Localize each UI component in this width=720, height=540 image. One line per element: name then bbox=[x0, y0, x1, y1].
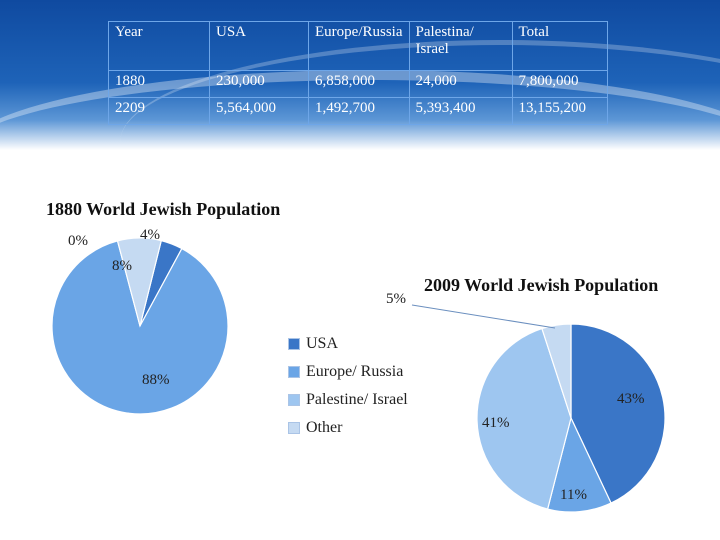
label-1880-usa: 4% bbox=[140, 227, 160, 243]
header-usa: USA bbox=[209, 21, 309, 71]
table-cell: 1,492,700 bbox=[308, 97, 410, 125]
chart-2009-title: 2009 World Jewish Population bbox=[424, 275, 659, 295]
pie-2009-slice-europe-russia bbox=[546, 416, 612, 513]
legend-swatch bbox=[288, 422, 300, 434]
legend-item: Other bbox=[288, 414, 408, 442]
pie-2009-slice-usa bbox=[570, 323, 666, 504]
table-cell: 13,155,200 bbox=[511, 97, 608, 125]
label-2009-europe: 11% bbox=[560, 487, 587, 503]
pie-2009-slice-palestine-israel bbox=[476, 327, 572, 510]
label-2009-other: 5% bbox=[386, 291, 406, 307]
pie-2009-slice-other bbox=[541, 323, 572, 419]
legend-label: Europe/ Russia bbox=[306, 363, 404, 380]
table-header-row: Year USA Europe/Russia Palestina/ Israel… bbox=[108, 21, 608, 71]
table-cell: 2209 bbox=[108, 97, 210, 125]
label-1880-europe: 88% bbox=[142, 372, 170, 388]
population-table: Year USA Europe/Russia Palestina/ Israel… bbox=[108, 21, 608, 125]
table-cell: 24,000 bbox=[408, 70, 513, 98]
chart-legend: USA Europe/ Russia Palestine/ Israel Oth… bbox=[288, 330, 408, 442]
leader-line-2009-other bbox=[411, 304, 556, 329]
legend-swatch bbox=[288, 366, 300, 378]
chart-1880-title: 1880 World Jewish Population bbox=[46, 199, 281, 219]
legend-swatch bbox=[288, 338, 300, 350]
label-2009-palestine: 41% bbox=[482, 415, 510, 431]
table-cell: 5,393,400 bbox=[408, 97, 513, 125]
legend-label: Palestine/ Israel bbox=[306, 391, 408, 408]
legend-swatch bbox=[288, 394, 300, 406]
table-cell: 1880 bbox=[108, 70, 210, 98]
legend-item: Europe/ Russia bbox=[288, 358, 408, 386]
legend-label: USA bbox=[306, 335, 339, 352]
legend-item: USA bbox=[288, 330, 408, 358]
legend-item: Palestine/ Israel bbox=[288, 386, 408, 414]
label-1880-other: 8% bbox=[112, 258, 132, 274]
table-cell: 5,564,000 bbox=[209, 97, 309, 125]
legend-label: Other bbox=[306, 419, 343, 436]
table-cell: 230,000 bbox=[209, 70, 309, 98]
label-1880-palestine: 0% bbox=[68, 233, 88, 249]
table-row: 2209 5,564,000 1,492,700 5,393,400 13,15… bbox=[108, 97, 608, 125]
label-2009-usa: 43% bbox=[617, 391, 645, 407]
header-palestina: Palestina/ Israel bbox=[408, 21, 513, 71]
pie-1880-slice-europe-russia bbox=[51, 240, 229, 415]
table-cell: 6,858,000 bbox=[308, 70, 410, 98]
pie-1880-slice-other bbox=[116, 237, 163, 327]
